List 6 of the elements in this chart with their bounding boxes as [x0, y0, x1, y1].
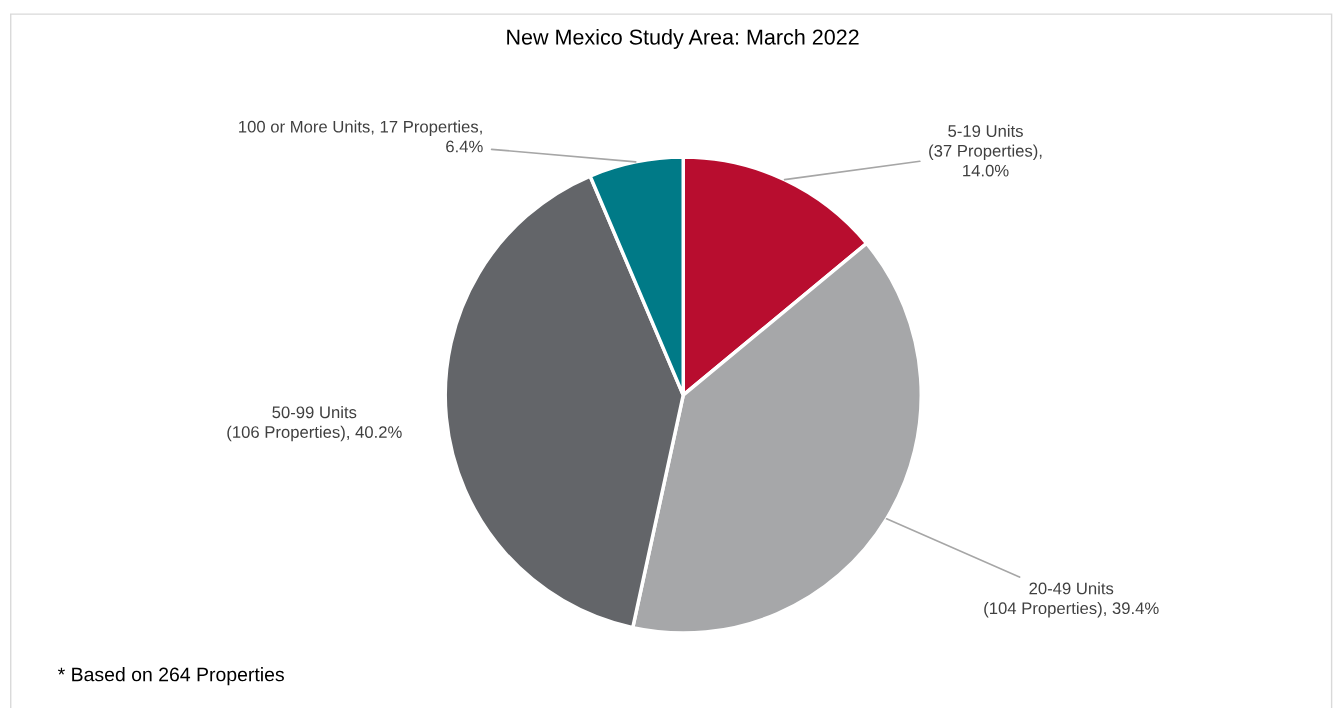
slice-label: 5-19 Units (37 Properties), 14.0% [929, 124, 1042, 177]
chart-title: New Mexico Study Area: March 2022 [507, 28, 859, 49]
text: * Based on 264 Properties [57, 667, 284, 686]
slice-label: 100 or More Units, 17 Properties, 6.4% [239, 120, 483, 153]
slice-label: 50-99 Units (106 Properties), 40.2% [227, 405, 402, 442]
slice-label: 20-49 Units (104 Properties), 39.4% [984, 582, 1159, 618]
